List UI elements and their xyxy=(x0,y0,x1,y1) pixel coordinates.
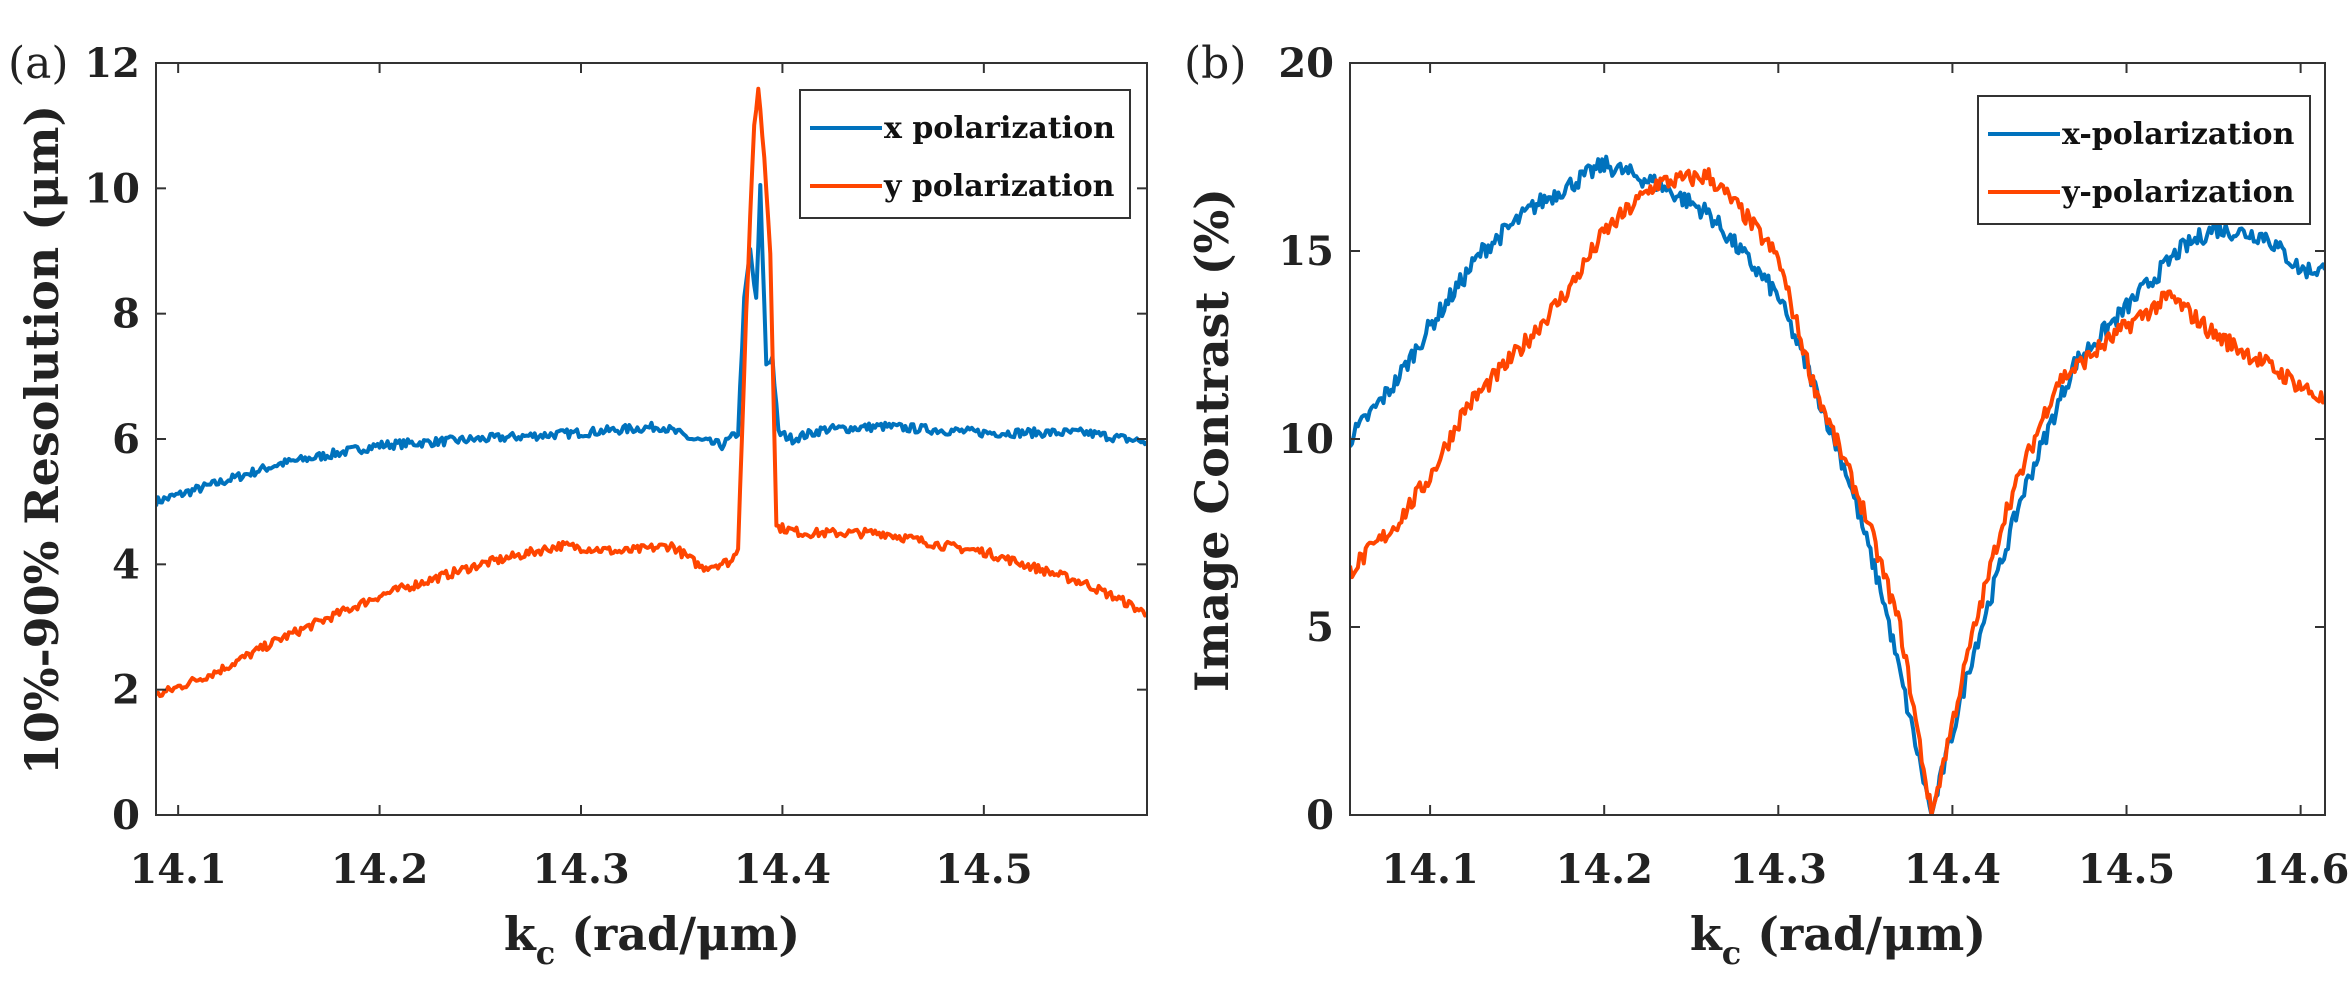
series-line-x-polarization xyxy=(1350,154,2325,815)
panel-a: (a) 10%-90% Resolution (μm) kc (rad/μm) … xyxy=(8,38,1148,972)
legend-label: x polarization xyxy=(884,111,1115,146)
series-line-x-polarization xyxy=(156,183,1147,507)
legend-label: y-polarization xyxy=(2061,175,2295,210)
y-axis-label: 10%-90% Resolution (μm) xyxy=(15,105,69,775)
y-tick-label: 0 xyxy=(1306,792,1334,839)
x-tick-label: 14.3 xyxy=(1730,846,1827,893)
x-tick-label: 14.4 xyxy=(1904,846,2001,893)
y-tick-label: 10 xyxy=(1278,416,1334,463)
legend-label: y polarization xyxy=(883,169,1115,204)
legend: x-polarization y-polarization xyxy=(1977,95,2311,225)
series-line-y-polarization xyxy=(156,86,1147,699)
y-tick-label: 20 xyxy=(1278,40,1334,87)
series-line-y-polarization xyxy=(1350,167,2325,815)
x-tick-label: 14.6 xyxy=(2252,846,2349,893)
x-axis-label: kc (rad/μm) xyxy=(1690,907,1986,972)
panel-b: (b) Image Contrast (%) kc (rad/μm) 14.1 1… xyxy=(1184,38,2349,972)
y-tick-label: 10 xyxy=(84,165,140,212)
panel-label: (a) xyxy=(8,38,69,89)
x-tick-label: 14.5 xyxy=(2078,846,2175,893)
y-tick-label: 4 xyxy=(112,541,140,588)
y-tick-label: 15 xyxy=(1278,228,1334,275)
y-tick-label: 5 xyxy=(1306,604,1334,651)
legend: x polarization y polarization xyxy=(799,89,1131,219)
x-tick-label: 14.3 xyxy=(532,846,629,893)
y-axis-label: Image Contrast (%) xyxy=(1185,188,1239,692)
legend-box xyxy=(1977,95,2311,225)
x-tick-label: 14.2 xyxy=(1555,846,1652,893)
x-axis-label: kc (rad/μm) xyxy=(504,907,800,972)
y-tick-label: 12 xyxy=(84,40,140,87)
legend-label: x-polarization xyxy=(2062,117,2295,152)
x-tick-label: 14.1 xyxy=(129,846,226,893)
x-tick-label: 14.2 xyxy=(331,846,428,893)
x-tick-label: 14.4 xyxy=(734,846,831,893)
legend-box xyxy=(799,89,1131,219)
x-tick-label: 14.5 xyxy=(935,846,1032,893)
y-tick-label: 2 xyxy=(112,667,140,714)
y-tick-label: 8 xyxy=(112,291,140,338)
y-tick-label: 0 xyxy=(112,792,140,839)
y-tick-label: 6 xyxy=(112,416,140,463)
x-tick-label: 14.1 xyxy=(1381,846,1478,893)
panel-label: (b) xyxy=(1184,38,1247,89)
